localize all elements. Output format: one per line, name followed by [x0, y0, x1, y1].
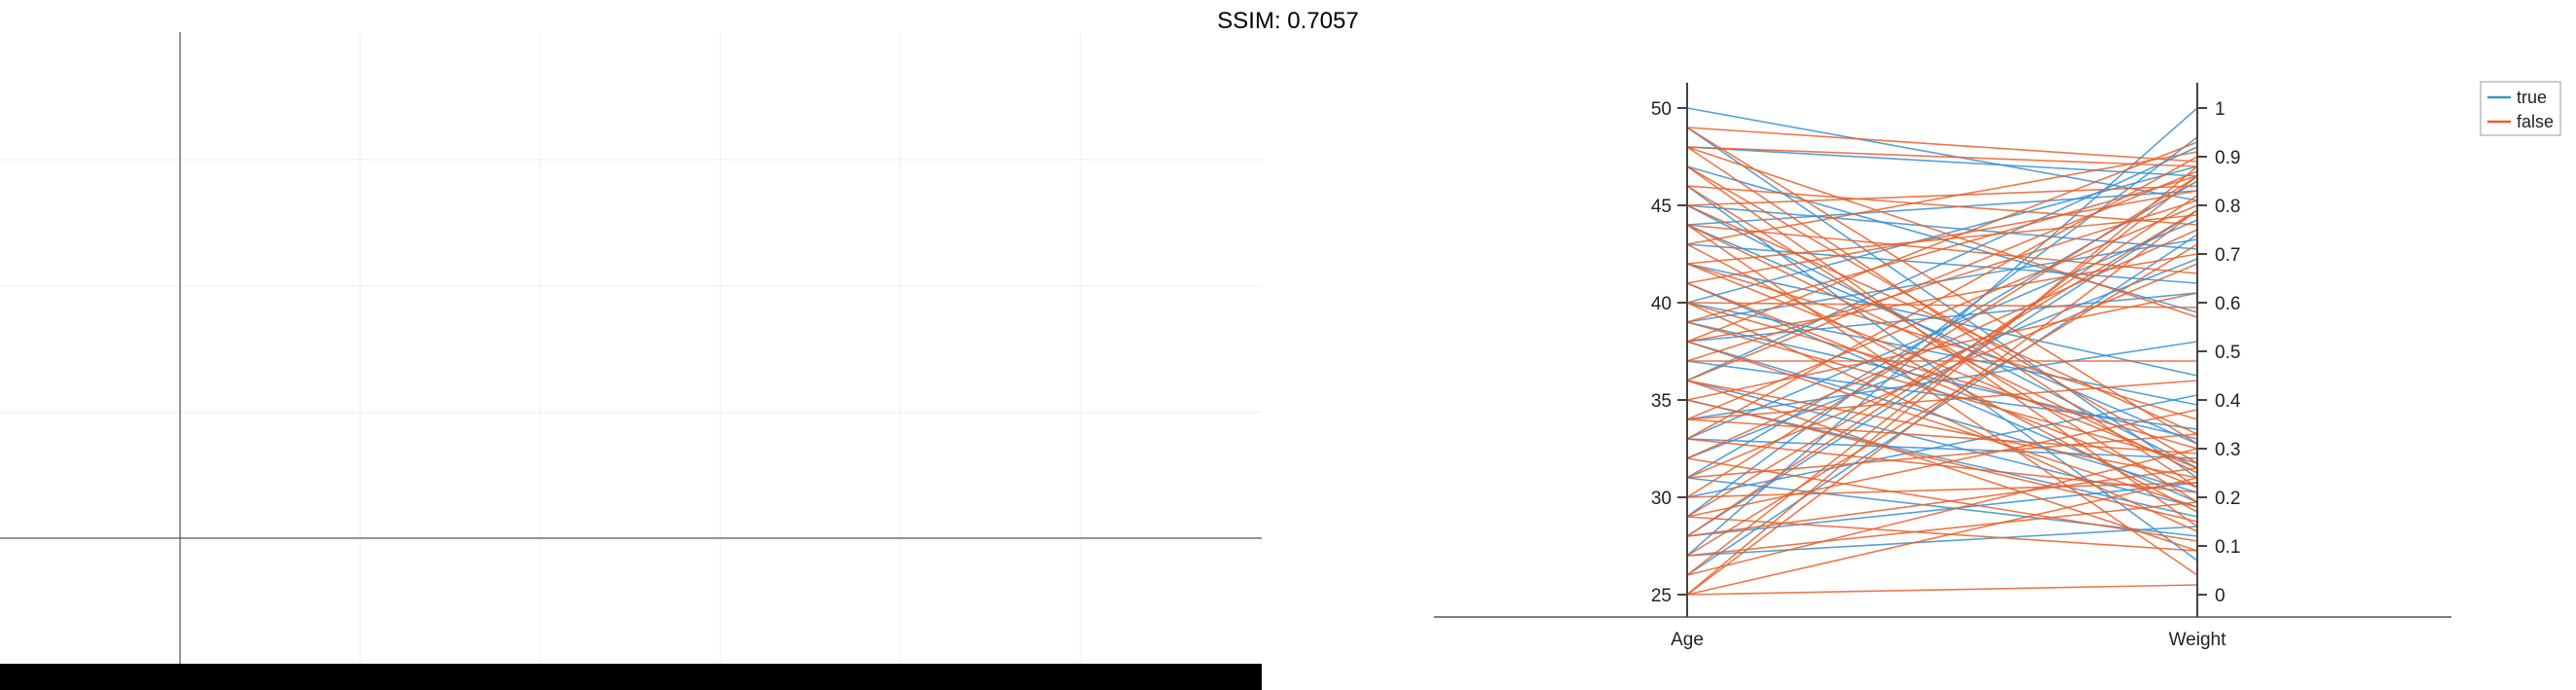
data-line-false: [1686, 224, 2198, 474]
data-line-false: [1686, 380, 2198, 479]
age-tick-label: 30: [1651, 489, 1672, 509]
data-line-true: [1686, 380, 2198, 508]
data-line-true: [1686, 165, 2198, 304]
data-line-false: [1686, 263, 2198, 469]
data-line-false: [1686, 175, 2198, 498]
weight-axis-label: Weight: [2169, 630, 2227, 650]
weight-tick-label: 0.1: [2215, 537, 2240, 558]
data-line-false: [1686, 209, 2198, 596]
data-line-false: [1686, 584, 2198, 596]
data-line-false: [1686, 292, 2198, 401]
weight-tick-label: 0.8: [2215, 197, 2240, 217]
data-line-false: [1686, 165, 2198, 464]
parallel-coordinate-lines: [1686, 107, 2198, 596]
weight-tick-label: 0.4: [2215, 391, 2241, 412]
data-line-true: [1686, 477, 2198, 537]
data-line-false: [1686, 263, 2198, 479]
data-line-false: [1686, 477, 2198, 596]
weight-tick-label: 0.9: [2215, 148, 2240, 168]
data-line-false: [1686, 170, 2198, 381]
data-line-false: [1686, 501, 2198, 557]
data-line-true: [1686, 180, 2198, 479]
data-line-false: [1686, 229, 2198, 459]
age-tick-label: 50: [1651, 99, 1672, 120]
data-line-true: [1686, 190, 2198, 226]
data-line-false: [1686, 209, 2198, 518]
data-line-false: [1686, 141, 2198, 343]
data-line-false: [1686, 433, 2198, 479]
data-line-true: [1686, 302, 2198, 406]
left-panel-blank-plot: [0, 32, 1262, 664]
weight-tick-label: 0.7: [2215, 245, 2240, 266]
data-line-false: [1686, 156, 2198, 440]
data-line-true: [1686, 482, 2198, 537]
age-tick-label: 45: [1651, 197, 1672, 217]
legend: true false: [2480, 81, 2561, 136]
age-tick-label: 35: [1651, 391, 1672, 412]
bottom-black-bar: [0, 664, 1262, 690]
data-line-false: [1686, 302, 2198, 309]
data-line-false: [1686, 204, 2198, 420]
data-line-false: [1686, 482, 2198, 498]
data-line-false: [1686, 302, 2198, 450]
data-line-false: [1686, 263, 2198, 420]
data-line-false: [1686, 302, 2198, 532]
weight-tick-label: 0.3: [2215, 440, 2240, 460]
weight-tick-label: 0.2: [2215, 489, 2240, 509]
data-line-false: [1686, 185, 2198, 226]
data-line-false: [1686, 185, 2198, 206]
data-line-true: [1686, 224, 2198, 445]
data-line-false: [1686, 457, 2198, 542]
data-line-false: [1686, 282, 2198, 489]
data-line-false: [1686, 204, 2198, 435]
figure-title: SSIM: 0.7057: [1217, 8, 1358, 34]
weight-tick-label: 0.6: [2215, 294, 2240, 314]
weight-tick-label: 1: [2215, 99, 2226, 120]
data-line-true: [1686, 136, 2198, 518]
data-line-false: [1686, 151, 2198, 245]
data-line-false: [1686, 127, 2198, 163]
data-line-false: [1686, 448, 2198, 576]
age-tick-label: 40: [1651, 294, 1672, 314]
legend-label-true: true: [2517, 88, 2547, 107]
age-tick-label: 25: [1651, 586, 1672, 606]
parallel-coordinate-axes: Age Weight 50 45 40 35 30 25 1 0.9 0.8 0.7 0.6 0.5 0…: [1434, 83, 2451, 650]
weight-tick-label: 0: [2215, 586, 2226, 606]
data-line-false: [1686, 127, 2198, 445]
legend-box: [2480, 81, 2561, 136]
data-line-false: [1686, 380, 2198, 420]
data-line-true: [1686, 360, 2198, 430]
data-line-false: [1686, 409, 2198, 518]
data-line-false: [1686, 146, 2198, 318]
data-line-false: [1686, 418, 2198, 454]
data-line-true: [1686, 526, 2198, 557]
legend-label-false: false: [2517, 112, 2554, 131]
age-axis-label: Age: [1671, 630, 1704, 650]
data-line-true: [1686, 146, 2198, 177]
data-line-false: [1686, 214, 2198, 265]
data-line-true: [1686, 107, 2198, 557]
data-line-false: [1686, 146, 2198, 167]
data-line-false: [1686, 200, 2198, 362]
data-line-false: [1686, 380, 2198, 552]
data-line-false: [1686, 467, 2198, 537]
data-line-false: [1686, 165, 2198, 596]
weight-tick-label: 0.5: [2215, 343, 2240, 363]
data-line-true: [1686, 234, 2198, 576]
